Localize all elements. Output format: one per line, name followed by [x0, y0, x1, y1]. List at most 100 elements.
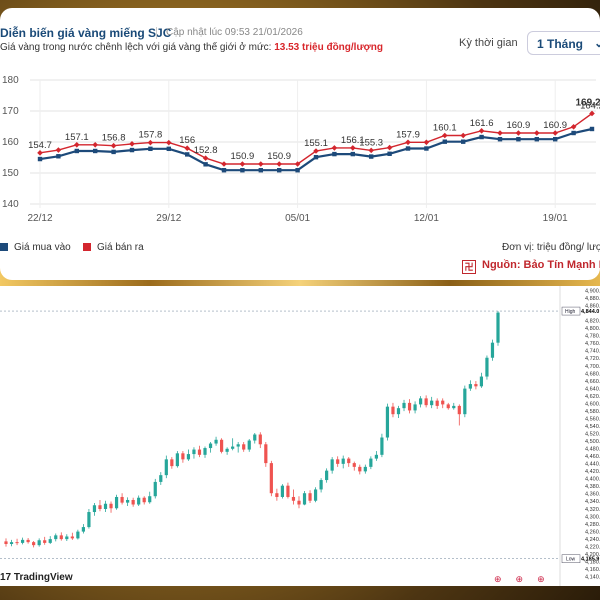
price-tick-label: 4,860.0: [585, 304, 600, 310]
price-tick-label: 4,520.0: [585, 432, 600, 438]
legend-buy-label: Giá mua vào: [14, 242, 71, 253]
price-tick-label: 4,180.0: [585, 559, 600, 565]
price-tick-label: 4,540.0: [585, 424, 600, 430]
sell-point: [184, 145, 190, 151]
candle-body: [192, 449, 196, 455]
buy-point: [148, 146, 153, 152]
candle-body: [247, 440, 251, 450]
price-tick-label: 4,440.0: [585, 462, 600, 468]
period-selected-value: 1 Tháng: [537, 37, 584, 51]
candle-body: [242, 444, 246, 450]
buy-point: [571, 130, 576, 136]
candle-body: [148, 496, 152, 503]
candle-body: [413, 404, 417, 411]
candle-body: [291, 496, 296, 501]
title-divider: [156, 27, 157, 39]
sell-point: [386, 144, 393, 151]
price-tick-label: 4,360.0: [585, 492, 600, 498]
price-tick-label: 4,280.0: [585, 522, 600, 528]
data-label: 157.9: [396, 129, 420, 140]
price-tick-label: 4,680.0: [585, 371, 600, 377]
buy-point: [221, 168, 227, 173]
candle-body: [363, 466, 367, 472]
buy-point: [405, 146, 411, 151]
candle-body: [463, 388, 467, 415]
candle-body: [313, 489, 318, 501]
candle-body: [4, 541, 8, 545]
legend-sell-label: Giá bán ra: [97, 242, 144, 253]
price-tick-label: 4,480.0: [585, 447, 600, 453]
data-label: 154.7: [28, 140, 52, 151]
candle-body: [446, 404, 450, 409]
sell-point: [552, 130, 558, 136]
sell-point: [37, 150, 43, 156]
sell-point: [350, 145, 356, 151]
price-tick-label: 4,340.0: [585, 499, 600, 505]
candlestick-chart: 4,900.04,880.0 4,860.0 4,820.04,800.0 4,780…: [0, 286, 600, 586]
x-tick-label: 19/01: [543, 213, 568, 224]
high-badge-label: High: [565, 309, 576, 315]
sell-point: [589, 110, 595, 117]
candle-body: [358, 466, 362, 472]
candle-body: [490, 342, 495, 358]
price-tick-label: 4,300.0: [585, 514, 600, 520]
period-select[interactable]: 1 Tháng ⌄: [527, 31, 600, 55]
candle-body: [81, 527, 85, 532]
buy-point: [111, 149, 116, 155]
candle-body: [170, 459, 174, 467]
candle-body: [280, 485, 285, 497]
candle-body: [474, 384, 478, 387]
price-tick-label: 4,140.0: [585, 575, 600, 581]
price-tick-label: 4,240.0: [585, 537, 600, 543]
buy-point: [534, 137, 539, 142]
candle-body: [385, 406, 390, 438]
sjc-line-chart: 140 150 160 170 180 22/12 29/12 05/01 12/01 19/01…: [2, 75, 600, 224]
price-tick-label: 4,160.0: [585, 567, 600, 573]
candle-body: [336, 459, 340, 464]
candle-body: [92, 505, 97, 513]
candle-body: [120, 496, 124, 503]
candle-body: [236, 444, 240, 447]
x-tick-label: 29/12: [156, 213, 181, 224]
sell-point: [331, 145, 338, 151]
buy-point: [589, 126, 595, 132]
candle-body: [186, 454, 191, 460]
candle-body: [142, 497, 146, 503]
chart-toolbar-icons[interactable]: ⊕⊕⊕: [494, 574, 559, 584]
sell-point: [166, 139, 172, 146]
candle-body: [286, 485, 290, 497]
buy-point: [203, 162, 208, 167]
sell-point: [258, 161, 264, 167]
candle-body: [9, 542, 14, 545]
tradingview-chart-card: 4,900.04,880.0 4,860.0 4,820.04,800.0 4,780…: [0, 286, 600, 586]
candle-body: [396, 408, 401, 415]
data-label: 164.2: [580, 100, 600, 111]
updated-time: Cập nhật lúc 09:53 21/01/2026: [166, 27, 303, 38]
candle-body: [407, 402, 412, 411]
sell-point: [313, 148, 319, 154]
candle-body: [380, 437, 384, 455]
price-tick-label: 4,200.0: [585, 552, 600, 558]
candle-body: [325, 470, 329, 481]
candle-body: [164, 459, 168, 476]
y-tick-label: 170: [2, 106, 19, 117]
buy-point: [497, 137, 503, 142]
price-tick-label: 4,640.0: [585, 386, 600, 392]
tradingview-mark-icon: 17: [0, 572, 12, 583]
sell-point: [239, 161, 246, 167]
candle-body: [302, 493, 307, 505]
data-label: 160.1: [433, 122, 457, 133]
price-tick-label: 4,380.0: [585, 484, 600, 490]
price-tick-label: 4,580.0: [585, 409, 600, 415]
sell-point: [202, 155, 209, 161]
sell-point: [74, 141, 80, 148]
source-label: Nguồn: Bảo Tín Mạnh Hải: [482, 259, 600, 271]
low-value-label: 4,185.9: [581, 557, 599, 563]
x-tick-label: 05/01: [285, 213, 310, 224]
buy-point: [277, 168, 282, 173]
price-tick-label: 4,420.0: [585, 469, 600, 475]
buy-point: [369, 154, 374, 159]
sjc-chart-card: Diễn biến giá vàng miếng SJC Cập nhật lú…: [0, 8, 600, 280]
candle-body: [391, 406, 395, 415]
period-label: Kỳ thời gian: [459, 37, 518, 49]
